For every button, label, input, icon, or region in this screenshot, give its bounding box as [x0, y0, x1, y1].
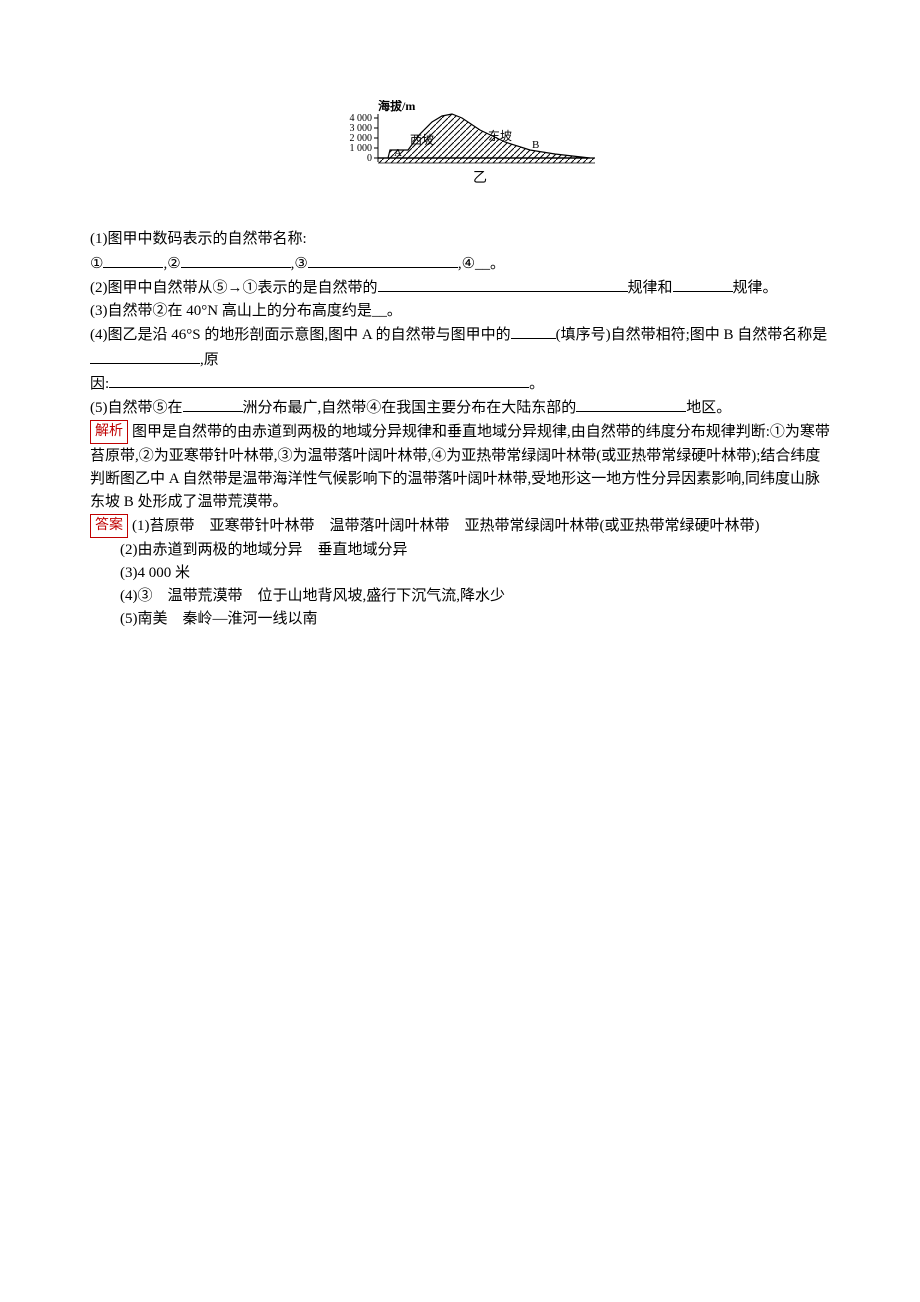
blank-4-1[interactable] [511, 323, 556, 339]
q5-seg-b: 洲分布最广,自然带④在我国主要分布在大陆东部的 [243, 400, 577, 416]
analysis-label: 解析 [90, 420, 128, 444]
blank-4-3[interactable] [109, 372, 529, 388]
blank-4-2[interactable] [90, 348, 200, 364]
blank-1-1[interactable] [103, 252, 163, 268]
q2-seg-c: 规律。 [733, 280, 778, 296]
q3-line: (3)自然带②在 40°N 高山上的分布高度约是__。 [90, 300, 830, 323]
answer-line-1: 答案(1)苔原带 亚寒带针叶林带 温带落叶阔叶林带 亚热带常绿阔叶林带(或亚热带… [90, 514, 830, 538]
answer-line-4: (4)③ 温带荒漠带 位于山地背风坡,盛行下沉气流,降水少 [90, 585, 830, 608]
answer-line-3: (3)4 000 米 [90, 562, 830, 585]
answer-label: 答案 [90, 514, 128, 538]
q5-seg-c: 地区。 [686, 400, 731, 416]
blank-2-2[interactable] [673, 276, 733, 292]
blank-1-3[interactable] [308, 252, 458, 268]
q2-seg-b: 规律和 [628, 280, 673, 296]
point-b-label: B [532, 139, 539, 151]
q2-line: (2)图甲中自然带从⑤→①表示的是自然带的 规律和 规律。 [90, 276, 830, 300]
q1-line1: (1)图甲中数码表示的自然带名称: [90, 228, 830, 251]
analysis-block: 解析图甲是自然带的由赤道到两极的地域分异规律和垂直地域分异规律,由自然带的纬度分… [90, 420, 830, 514]
q4-line1: (4)图乙是沿 46°S 的地形剖面示意图,图中 A 的自然带与图甲中的 (填序号… [90, 323, 830, 372]
east-slope-label: 东坡 [488, 129, 512, 143]
blank-5-2[interactable] [576, 396, 686, 412]
q1-line2: ① ,② ,③ ,④__。 [90, 252, 830, 276]
answer-1: (1)苔原带 亚寒带针叶林带 温带落叶阔叶林带 亚热带常绿阔叶林带(或亚热带常绿… [132, 518, 760, 534]
answer-line-2: (2)由赤道到两极的地域分异 垂直地域分异 [90, 539, 830, 562]
q4-seg-d: 因: [90, 376, 109, 392]
mountain-profile-svg: 海拔/m 4 000 3 000 2 000 1 000 0 [310, 100, 610, 192]
blank-2-1[interactable] [378, 276, 628, 292]
q1-seg-4: ,④__。 [458, 256, 505, 272]
blank-5-1[interactable] [183, 396, 243, 412]
q4-seg-e: 。 [529, 376, 544, 392]
q1-seg-1: ① [90, 256, 103, 272]
answer-line-5: (5)南美 秦岭—淮河一线以南 [90, 608, 830, 631]
q4-seg-a: (4)图乙是沿 46°S 的地形剖面示意图,图中 A 的自然带与图甲中的 [90, 327, 511, 343]
blank-1-2[interactable] [181, 252, 291, 268]
y-axis-title: 海拔/m [378, 100, 415, 113]
q1-seg-3: ,③ [291, 256, 308, 272]
point-a-label: A [394, 147, 402, 159]
analysis-text: 图甲是自然带的由赤道到两极的地域分异规律和垂直地域分异规律,由自然带的纬度分布规… [90, 424, 830, 510]
q5-line: (5)自然带⑤在 洲分布最广,自然带④在我国主要分布在大陆东部的 地区。 [90, 396, 830, 420]
west-slope-label: 西坡 [410, 133, 434, 147]
tick-0: 0 [367, 153, 372, 164]
q5-seg-a: (5)自然带⑤在 [90, 400, 183, 416]
q1-seg-2: ,② [163, 256, 180, 272]
diagram-caption: 乙 [473, 170, 487, 186]
q4-line2: 因: 。 [90, 372, 830, 396]
q4-seg-c: ,原 [200, 352, 219, 368]
q2-seg-a: (2)图甲中自然带从⑤→①表示的是自然带的 [90, 280, 378, 296]
q4-seg-b: (填序号)自然带相符;图中 B 自然带名称是 [556, 327, 828, 343]
diagram-yi: 海拔/m 4 000 3 000 2 000 1 000 0 [90, 100, 830, 200]
